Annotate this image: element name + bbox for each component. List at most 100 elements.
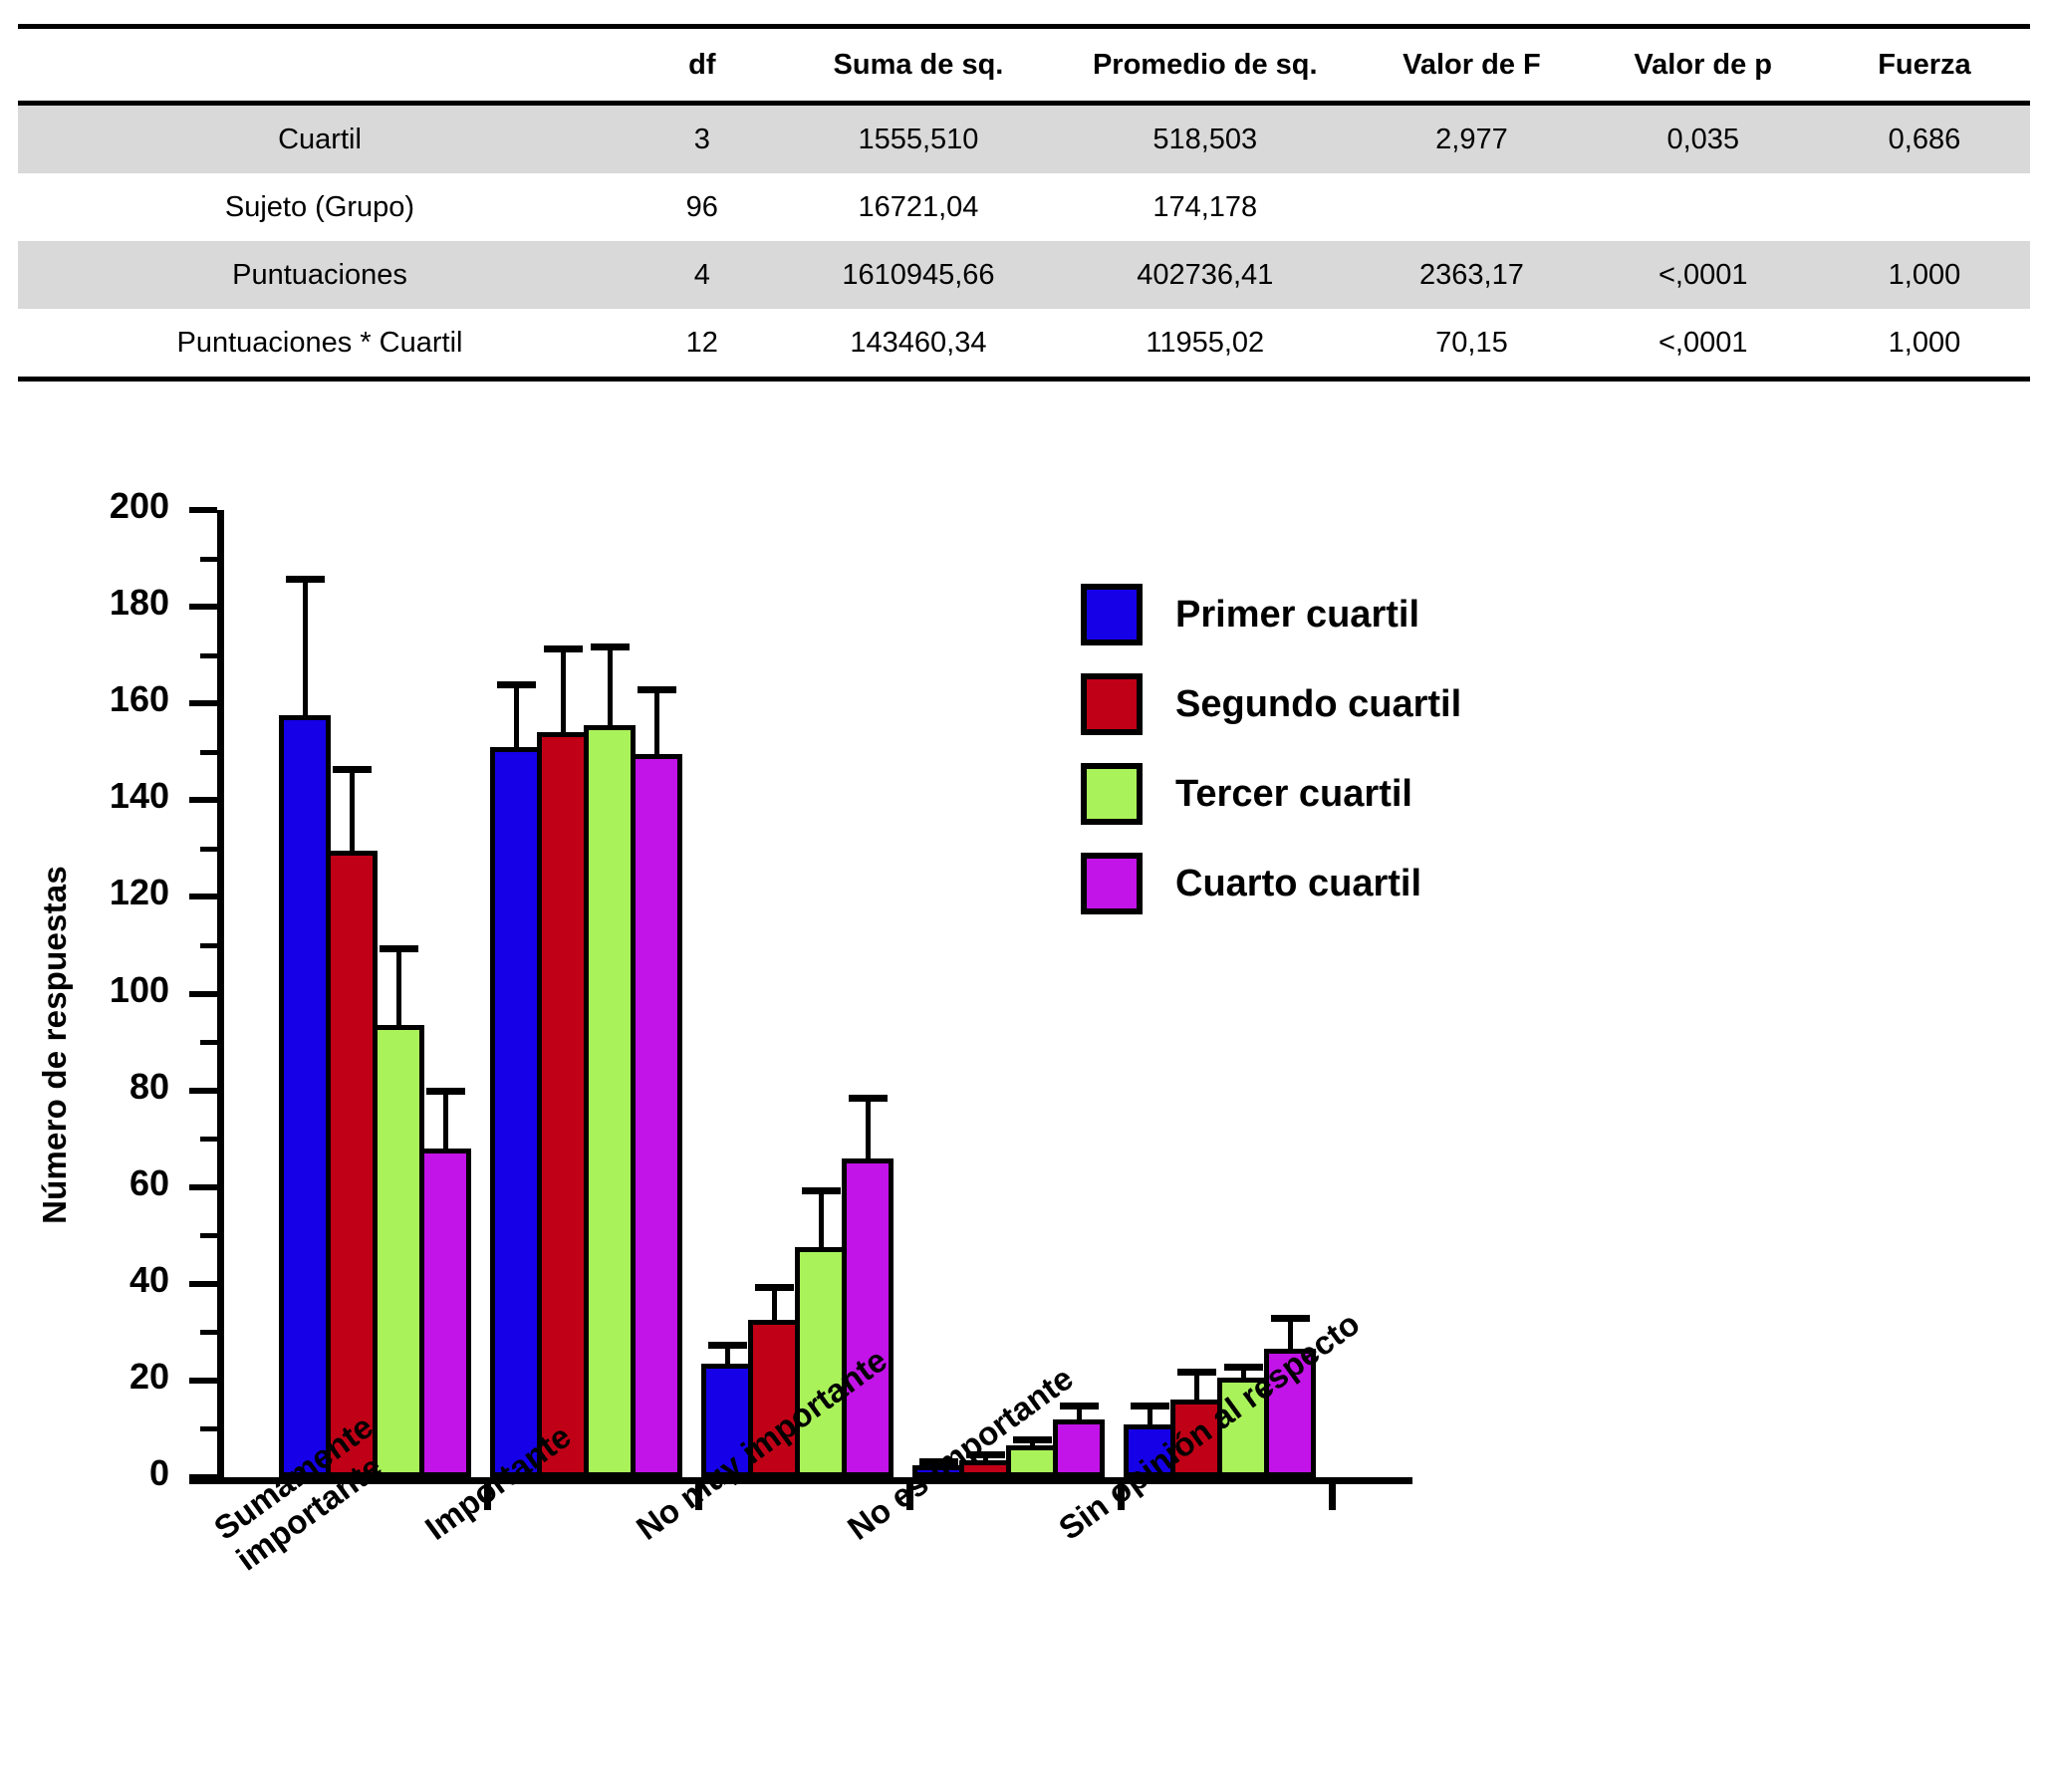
- x-axis-tick: [484, 1484, 491, 1510]
- cell-f-value: 2363,17: [1419, 258, 1524, 291]
- cell-df: 4: [693, 258, 710, 291]
- error-bar: [513, 681, 519, 747]
- error-bar-cap: [1176, 1368, 1216, 1376]
- y-axis-minor-tick: [200, 942, 217, 948]
- column-header-mean-square: Promedio de sq.: [1092, 48, 1318, 81]
- error-bar: [560, 644, 566, 733]
- y-axis-minor-tick: [200, 1330, 217, 1336]
- bar: [419, 1148, 471, 1477]
- y-axis-tick-label: 180: [109, 582, 169, 624]
- bar: [701, 1363, 753, 1477]
- error-bar: [818, 1186, 824, 1248]
- y-axis-label: Número de respuestas: [36, 866, 73, 1224]
- error-bar-cap: [918, 1457, 958, 1465]
- y-axis-minor-tick: [200, 1040, 217, 1046]
- legend-swatch-icon: [1081, 853, 1143, 914]
- error-bar: [442, 1088, 448, 1149]
- y-axis-tick-label: 120: [109, 872, 169, 913]
- error-bar-cap: [1130, 1402, 1169, 1409]
- column-header-sum-of-squares: Suma de sq.: [833, 48, 1004, 81]
- error-bar: [653, 686, 659, 755]
- error-bar-cap: [1059, 1402, 1099, 1409]
- y-axis-tick-label: 160: [109, 678, 169, 720]
- bar: [842, 1157, 894, 1477]
- y-axis-tick: [189, 604, 217, 611]
- error-bar: [349, 766, 355, 852]
- x-axis-tick: [906, 1484, 913, 1510]
- cell-mean-square: 518,503: [1152, 123, 1258, 155]
- anova-table-container: df Suma de sq. Promedio de sq. Valor de …: [18, 24, 2030, 382]
- cell-df: 12: [685, 326, 718, 359]
- y-axis-tick: [189, 797, 217, 804]
- error-bar-cap: [332, 766, 372, 774]
- cell-p-value: [1588, 173, 1819, 241]
- bar: [795, 1247, 847, 1477]
- error-bar: [865, 1095, 871, 1158]
- legend-item[interactable]: Segundo cuartil: [1081, 659, 1461, 749]
- x-axis-tick: [695, 1484, 702, 1510]
- error-bar: [1076, 1402, 1082, 1419]
- x-axis-tick: [1118, 1484, 1125, 1510]
- error-bar-cap: [754, 1283, 794, 1291]
- bar: [537, 732, 589, 1477]
- error-bar: [607, 642, 613, 726]
- error-bar: [1147, 1402, 1152, 1424]
- legend-label: Primer cuartil: [1175, 593, 1419, 636]
- table-header-row: df Suma de sq. Promedio de sq. Valor de …: [18, 26, 2030, 104]
- cell-df: 3: [693, 123, 710, 155]
- error-bar: [395, 944, 401, 1026]
- y-axis-tick: [189, 700, 217, 707]
- error-bar-cap: [590, 642, 630, 650]
- error-bar: [1287, 1315, 1293, 1350]
- table-row: Puntuaciones * Cuartil 12 143460,34 1195…: [18, 309, 2030, 380]
- row-label: Cuartil: [278, 123, 362, 155]
- error-bar-cap: [848, 1095, 888, 1103]
- y-axis-tick-label: 60: [128, 1161, 169, 1203]
- y-axis-tick: [189, 1474, 217, 1480]
- bar: [490, 746, 542, 1477]
- legend-swatch-icon: [1081, 763, 1143, 825]
- error-bar: [771, 1283, 777, 1321]
- cell-power: 1,000: [1888, 258, 1961, 291]
- cell-mean-square: 11955,02: [1146, 326, 1265, 359]
- bar: [584, 725, 636, 1477]
- error-bar: [302, 575, 308, 716]
- legend-item[interactable]: Cuarto cuartil: [1081, 839, 1461, 928]
- y-axis-tick-label: 140: [109, 775, 169, 817]
- bar-series-container: [217, 493, 1403, 1481]
- x-axis-line: [189, 1477, 1412, 1484]
- row-label: Sujeto (Grupo): [224, 190, 415, 223]
- y-axis-tick: [189, 1377, 217, 1384]
- y-axis-tick: [189, 507, 217, 513]
- y-axis-tick: [189, 1280, 217, 1287]
- cell-f-value: 2,977: [1435, 123, 1508, 155]
- y-axis-tick: [189, 990, 217, 997]
- error-bar-cap: [543, 644, 583, 652]
- column-header-f-value: Valor de F: [1403, 48, 1541, 81]
- cell-sum-of-squares: 143460,34: [850, 326, 987, 359]
- cell-sum-of-squares: 1555,510: [858, 123, 979, 155]
- cell-p-value: <,0001: [1658, 326, 1748, 359]
- y-axis-tick: [189, 894, 217, 900]
- cell-power: [1819, 173, 2030, 241]
- bar: [373, 1025, 424, 1477]
- cell-mean-square: 402736,41: [1137, 258, 1274, 291]
- legend-item[interactable]: Primer cuartil: [1081, 570, 1461, 659]
- error-bar-cap: [965, 1451, 1005, 1459]
- y-axis-minor-tick: [200, 652, 217, 658]
- bar: [1053, 1418, 1105, 1477]
- column-header-p-value: Valor de p: [1634, 48, 1773, 81]
- y-axis-line: [217, 510, 224, 1481]
- table-row: Puntuaciones 4 1610945,66 402736,41 2363…: [18, 241, 2030, 309]
- cell-f-value: 70,15: [1435, 326, 1508, 359]
- y-axis-tick-label: 200: [109, 485, 169, 526]
- x-axis-tick: [1329, 1484, 1336, 1510]
- y-axis-minor-tick: [200, 749, 217, 755]
- table-body: Cuartil 3 1555,510 518,503 2,977 0,035 0…: [18, 103, 2030, 380]
- error-bar-cap: [801, 1186, 841, 1194]
- cell-df: 96: [685, 190, 718, 223]
- error-bar: [724, 1342, 730, 1364]
- bar: [1124, 1423, 1175, 1477]
- y-axis-tick-label: 100: [109, 968, 169, 1010]
- legend-item[interactable]: Tercer cuartil: [1081, 749, 1461, 839]
